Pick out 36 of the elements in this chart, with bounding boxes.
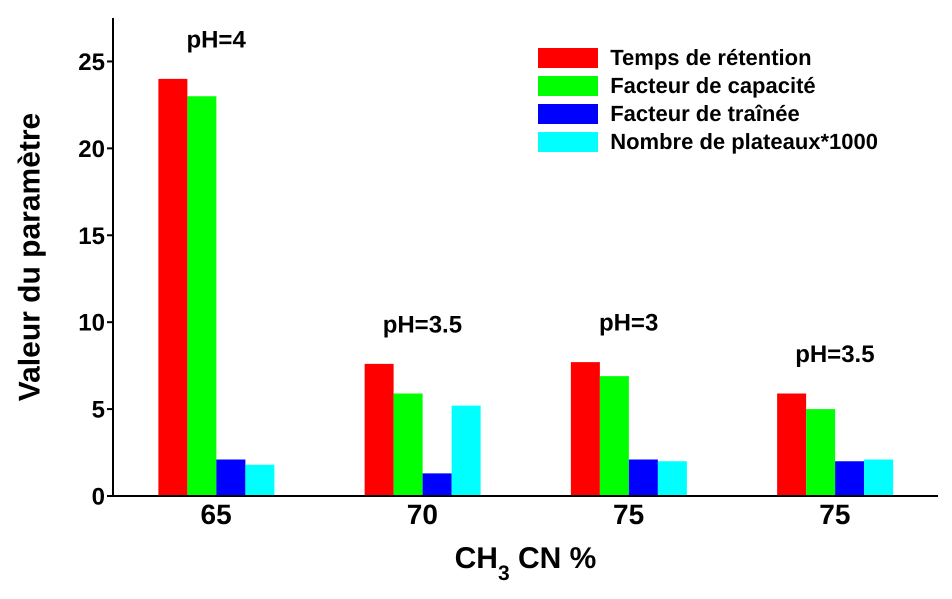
bar [570,362,600,496]
bar [216,460,246,496]
legend-label: Facteur de capacité [610,72,816,100]
annotation: pH=4 [186,26,246,54]
y-tick-label: 0 [92,484,105,511]
x-tick-label: 70 [406,498,438,530]
bar [158,78,188,496]
x-tick-label: 65 [200,498,232,530]
legend-label: Facteur de traînée [610,100,800,128]
bar [187,96,216,496]
y-tick-label: 15 [78,222,105,250]
bar [864,460,894,496]
x-axis-title: CH$_{3}$CN % [454,542,596,584]
x-tick-label: 75 [613,498,644,530]
y-tick-label: 20 [78,136,105,163]
bar [628,460,658,496]
annotation: pH=3 [598,310,658,337]
bar [600,376,629,496]
bar [452,406,481,496]
bar [422,473,452,496]
y-tick-label: 5 [92,396,105,424]
annotation: pH=3.5 [382,311,462,338]
annotation: pH=3.5 [795,340,875,368]
bar [835,461,864,496]
x-tick-label: 75 [819,498,850,530]
bar [394,393,423,496]
bar [806,409,836,496]
bar [777,393,806,496]
bar [658,461,687,496]
y-tick-label: 25 [78,48,105,76]
y-tick-label: 10 [78,310,105,337]
bar [245,464,274,496]
y-axis-title: Valeur du paramètre [14,112,46,402]
legend-label: Nombre de plateaux*1000 [610,128,878,156]
bar [364,364,394,496]
legend-label: Temps de rétention [610,44,812,72]
